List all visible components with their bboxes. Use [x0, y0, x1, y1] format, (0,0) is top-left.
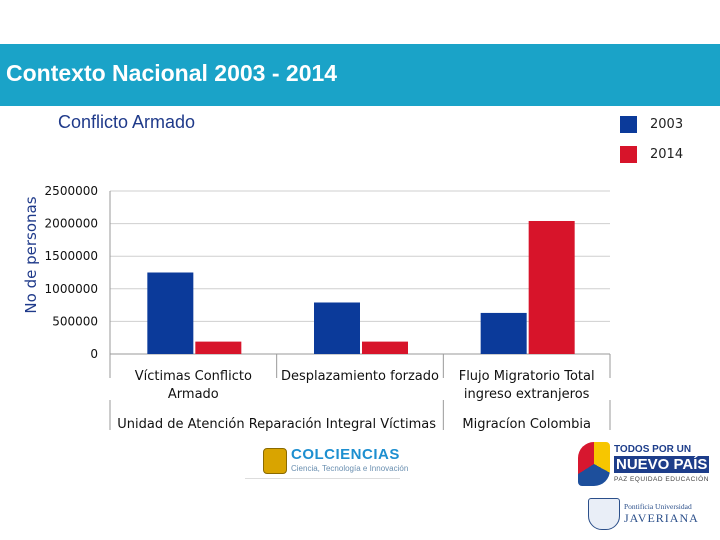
bar-2003 — [314, 302, 360, 354]
page-title: Contexto Nacional 2003 - 2014 — [6, 60, 338, 86]
y-tick-label: 0 — [90, 347, 98, 361]
colciencias-name: COLCIENCIAS — [291, 446, 400, 463]
javeriana-line2: JAVERIANA — [624, 511, 699, 525]
y-tick-label: 1000000 — [45, 282, 98, 296]
y-tick-label: 500000 — [52, 314, 98, 328]
x-category-label: Armado — [168, 387, 219, 402]
university-shield-icon — [588, 498, 620, 530]
bar-2014 — [362, 341, 408, 354]
colciencias-tagline: Ciencia, Tecnología e Innovación — [291, 464, 409, 473]
title-banner: Contexto Nacional 2003 - 2014 — [0, 44, 720, 106]
chart-title: Conflicto Armado — [58, 112, 196, 132]
bar-2014 — [195, 341, 242, 354]
legend-label-2003: 2003 — [650, 117, 684, 132]
x-group-label: Migracíon Colombia — [462, 417, 591, 432]
y-tick-label: 2500000 — [45, 184, 98, 198]
todos-line3: PAZ EQUIDAD EDUCACIÓN — [614, 476, 709, 483]
y-tick-label: 1500000 — [45, 249, 98, 263]
y-tick-label: 2000000 — [45, 217, 98, 231]
coat-of-arms-icon — [263, 448, 287, 474]
bar-2003 — [480, 312, 527, 354]
x-category-label: Víctimas Conflicto — [135, 369, 252, 384]
todos-line2: NUEVO PAÍS — [614, 456, 710, 473]
x-category-label: ingreso extranjeros — [464, 387, 590, 402]
x-group-label: Unidad de Atención Reparación Integral V… — [117, 417, 436, 432]
todos-por-un-nuevo-pais-logo: TODOS POR UN NUEVO PAÍS PAZ EQUIDAD EDUC… — [578, 440, 710, 490]
legend-label-2014: 2014 — [650, 147, 684, 162]
todos-line1: TODOS POR UN — [614, 444, 692, 455]
x-category-label: Flujo Migratorio Total — [459, 369, 595, 384]
legend-swatch-2014 — [620, 146, 637, 163]
bar-2014 — [528, 220, 575, 354]
legend-swatch-2003 — [620, 116, 637, 133]
javeriana-logo: Pontificia Universidad JAVERIANA — [588, 496, 698, 532]
legend-item-2003: 2003 — [620, 116, 710, 136]
colciencias-logo: COLCIENCIAS Ciencia, Tecnología e Innova… — [245, 442, 408, 479]
legend-item-2014: 2014 — [620, 146, 710, 166]
tricolor-mark-icon — [578, 442, 610, 486]
javeriana-line1: Pontificia Universidad — [624, 502, 692, 511]
bar-2003 — [147, 272, 194, 354]
x-category-label: Desplazamiento forzado — [281, 369, 439, 384]
